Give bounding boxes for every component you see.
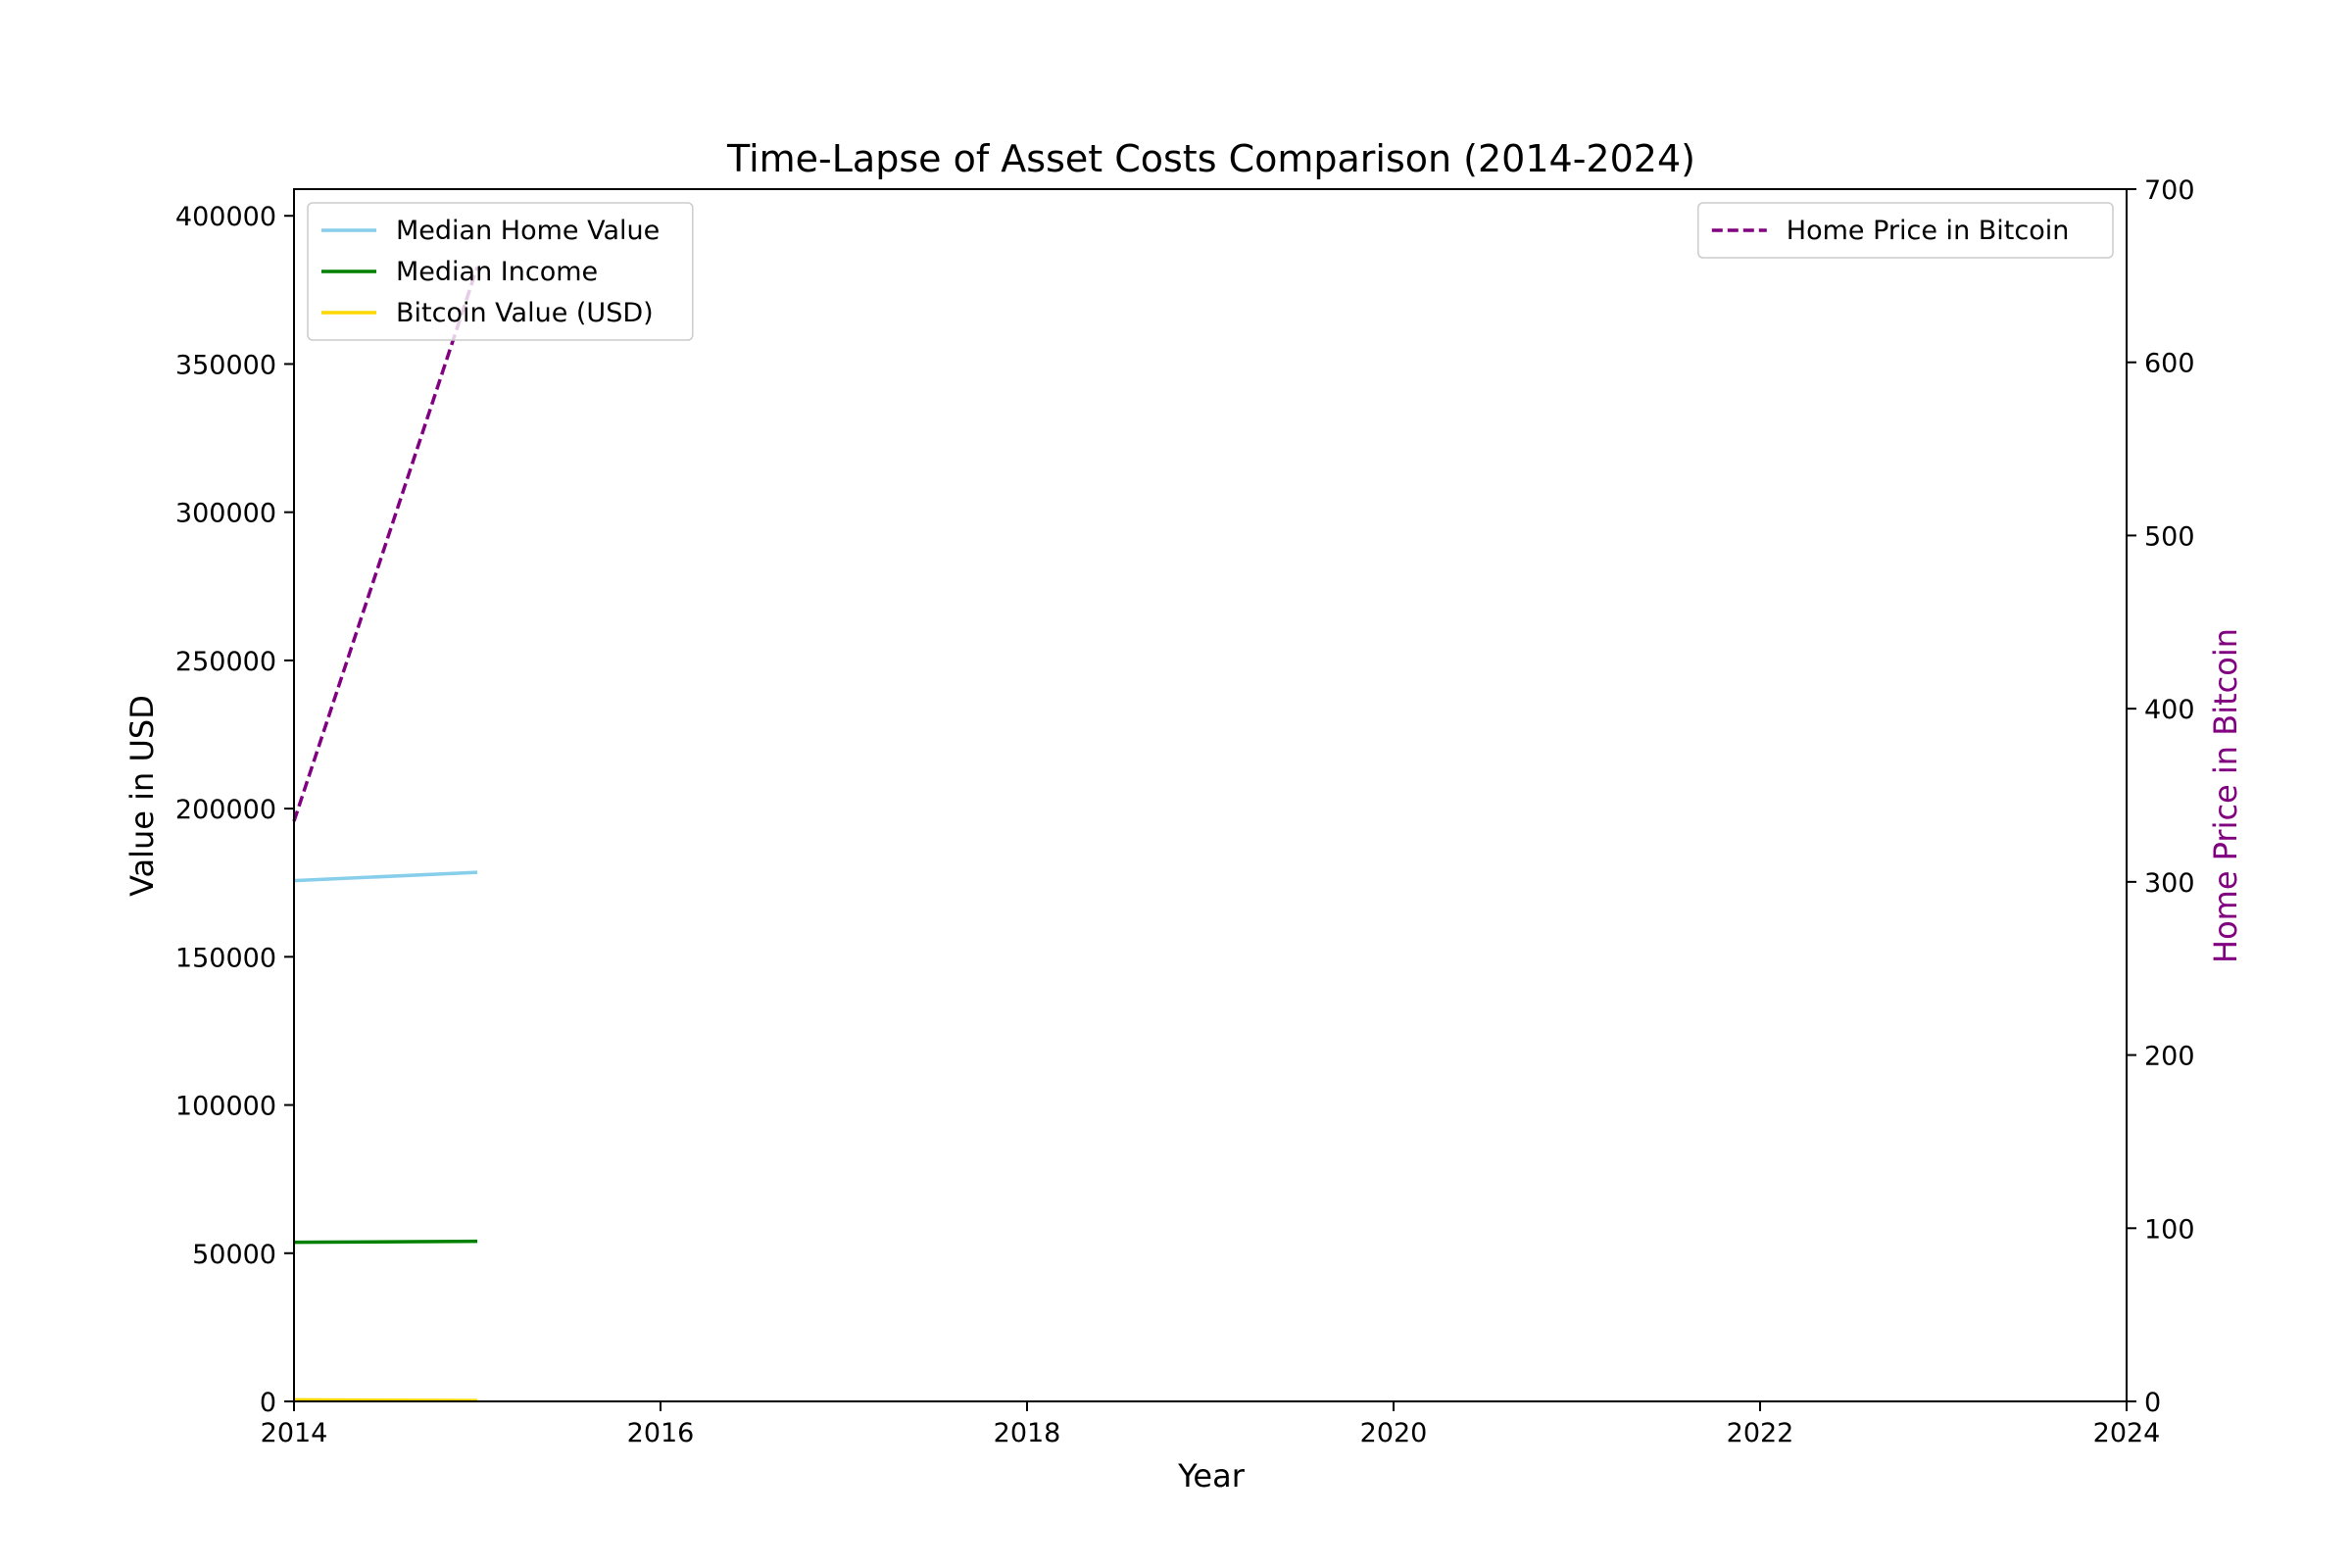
plot-frame [293,188,2128,1402]
x-axis-title: Year [1177,1457,1246,1494]
y2-tick-label: 500 [2144,521,2195,552]
legend-left: Median Home Value Median Income Bitcoin Va… [307,202,694,341]
x-tick-label: 2022 [1727,1418,1794,1448]
y2-tick-label: 300 [2144,868,2195,899]
series-line-median-income [293,1239,478,1245]
legend-box [307,202,694,341]
y-tick-label: 400000 [175,202,276,232]
series-layer [292,266,479,1402]
x-tick-label: 2014 [261,1418,328,1448]
y-tick-label: 350000 [175,350,276,380]
legend-label: Home Price in Bitcoin [1787,216,2070,246]
x-tick-label: 2018 [994,1418,1061,1448]
x-tick-label: 2016 [627,1418,695,1448]
chart-title: Time-Lapse of Asset Costs Comparison (20… [726,137,1695,180]
x-tick-label: 2020 [1360,1418,1428,1448]
legend-box [1697,202,2114,259]
legend-label: Bitcoin Value (USD) [396,298,654,328]
series-line-home-price-in-bitcoin [292,266,479,822]
y-tick-label: 200000 [175,795,276,825]
y2-tick-label: 700 [2144,175,2195,206]
y-tick-label: 50000 [192,1240,276,1270]
y2-tick-label: 200 [2144,1042,2195,1072]
legend-right: Home Price in Bitcoin [1697,202,2114,259]
x-axis-ticks: 2014 2016 2018 2020 2022 2024 [261,1401,2161,1448]
y-tick-label: 100000 [175,1092,276,1122]
y-axis-ticks: 0 50000 100000 150000 200000 250000 300000 3500… [175,202,294,1418]
series-line-median-home-value [293,870,478,883]
y-tick-label: 0 [260,1388,276,1418]
y2-axis-ticks: 0 100 200 300 400 500 600 700 [2127,175,2195,1418]
y2-tick-label: 0 [2144,1388,2161,1418]
y2-tick-label: 100 [2144,1214,2195,1245]
legend-label: Median Income [396,257,598,287]
y-axis-title: Value in USD [123,695,161,897]
x-tick-label: 2024 [2093,1418,2161,1448]
y-tick-label: 250000 [175,647,276,677]
y2-axis-title: Home Price in Bitcoin [2207,628,2244,963]
y-tick-label: 150000 [175,943,276,973]
y2-tick-label: 400 [2144,695,2195,725]
y-tick-label: 300000 [175,499,276,529]
legend-label: Median Home Value [396,216,660,246]
y2-tick-label: 600 [2144,349,2195,379]
